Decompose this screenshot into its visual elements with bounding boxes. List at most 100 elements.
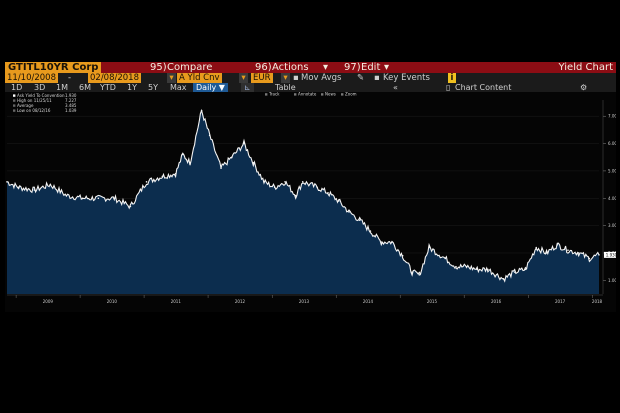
data-point (230, 156, 233, 159)
currency-select[interactable]: EUR (251, 73, 273, 83)
currency-dropdown-icon[interactable]: ▾ (281, 73, 290, 83)
chart-content-icon[interactable]: ▯ (446, 83, 451, 92)
data-point (577, 252, 580, 254)
data-point (358, 219, 361, 221)
data-point (545, 252, 548, 254)
data-point (6, 181, 8, 183)
frequency-select[interactable]: Daily ▼ (193, 83, 228, 92)
edit-menu[interactable]: Edit (361, 62, 381, 73)
data-point (81, 197, 84, 200)
x-tick-label: 2009 (43, 299, 54, 304)
data-point (243, 142, 245, 145)
period-1d[interactable]: 1D (11, 83, 23, 92)
pencil-icon[interactable]: ✎ (357, 73, 365, 83)
key-events-button[interactable]: Key Events (383, 73, 430, 83)
period-max[interactable]: Max (170, 83, 187, 92)
x-tick-label: 2014 (363, 299, 374, 304)
period-1m[interactable]: 1M (56, 83, 68, 92)
data-point (502, 278, 505, 280)
data-point (487, 268, 489, 271)
tool-checkbox-icon[interactable] (341, 93, 344, 96)
legend-label: Average (17, 103, 34, 108)
data-point (182, 153, 184, 156)
date-toolbar: 11/10/2008 - 02/08/2018 ▾ A Yld Cnv ▾ EU… (5, 73, 616, 83)
y-tick-label: 7.000 (608, 114, 616, 119)
data-point (337, 200, 340, 202)
legend-swatch (13, 99, 16, 102)
y-tick-label: 3.000 (608, 223, 616, 228)
actions-caret-icon[interactable]: ▾ (323, 62, 329, 73)
data-point (401, 254, 404, 257)
compare-number: 95) (150, 62, 167, 73)
field-select[interactable]: A Yld Cnv (177, 73, 222, 83)
x-tick-label: 2017 (555, 299, 566, 304)
data-point (161, 175, 164, 178)
collapse-chevron-icon[interactable]: « (393, 83, 398, 92)
tool-tab-track[interactable]: Track (268, 92, 280, 97)
data-point (273, 186, 276, 189)
key-events-info-icon[interactable]: i (448, 73, 456, 83)
period-1y[interactable]: 1Y (127, 83, 137, 92)
table-button[interactable]: Table (275, 83, 296, 92)
legend-swatch (13, 109, 16, 112)
actions-menu[interactable]: Actions (272, 62, 309, 73)
yield-area (7, 110, 599, 294)
x-tick-label: 2016 (491, 299, 502, 304)
tool-checkbox-icon[interactable] (321, 93, 324, 96)
last-value-box (604, 251, 616, 258)
data-point (418, 274, 421, 276)
period-3d[interactable]: 3D (34, 83, 46, 92)
chart-tools[interactable]: Track Annotate News Zoom (265, 92, 357, 97)
data-point (391, 241, 393, 243)
data-point (294, 194, 297, 197)
yield-chart[interactable]: 2009 2010 2011 2012 2013 2014 2015 2016 2017 2018… (5, 92, 616, 312)
data-point (252, 161, 255, 164)
period-6m[interactable]: 6M (79, 83, 91, 92)
data-point (556, 243, 559, 246)
mov-avgs-checkbox-icon[interactable]: ▪ (293, 73, 299, 83)
dropdown-caret-icon[interactable]: ▾ (167, 73, 176, 83)
edit-caret-icon[interactable]: ▾ (384, 62, 390, 73)
y-tick-label: 4.000 (608, 196, 616, 201)
data-point (189, 161, 191, 164)
header-bar: GTITL10YR Corp 95) Compare 96) Actions ▾… (5, 62, 616, 73)
legend-label: Ask Yield To Convention (17, 93, 65, 98)
chart-content-button[interactable]: Chart Content (455, 83, 512, 92)
legend: Ask Yield To Convention 1.930 High on 11/2… (13, 93, 77, 113)
legend-swatch (13, 94, 16, 97)
tool-tab-annotate[interactable]: Annotate (298, 92, 317, 97)
data-point (220, 167, 222, 169)
tool-tab-zoom[interactable]: Zoom (345, 92, 357, 97)
line-chart-icon[interactable]: ⊾ (241, 83, 254, 92)
data-point (476, 268, 478, 271)
data-point (428, 246, 430, 249)
legend-label: Low on 08/12/16 (17, 108, 51, 113)
field-dropdown-icon[interactable]: ▾ (239, 73, 248, 83)
ticker-field[interactable]: GTITL10YR Corp (5, 62, 102, 73)
key-events-checkbox-icon[interactable]: ▪ (374, 73, 380, 83)
data-point (348, 211, 350, 213)
x-tick-label: 2012 (235, 299, 246, 304)
data-point (33, 189, 36, 191)
tool-checkbox-icon[interactable] (294, 93, 297, 96)
date-separator: - (68, 73, 72, 83)
period-ytd[interactable]: YTD (100, 83, 116, 92)
start-date-input[interactable]: 11/10/2008 (5, 73, 58, 83)
data-point (535, 246, 538, 249)
data-point (455, 265, 457, 268)
data-point (588, 257, 591, 260)
chart-title: Yield Chart (558, 62, 613, 73)
period-5y[interactable]: 5Y (148, 83, 158, 92)
settings-gear-icon[interactable]: ⚙ (580, 83, 588, 92)
end-date-input[interactable]: 02/08/2018 (88, 73, 141, 83)
x-tick-label: 2018 (592, 299, 603, 304)
mov-avgs-button[interactable]: Mov Avgs (301, 73, 342, 83)
data-point (17, 186, 20, 189)
tool-checkbox-icon[interactable] (265, 93, 268, 96)
compare-button[interactable]: Compare (167, 62, 213, 73)
data-point (174, 172, 177, 175)
data-point (284, 181, 286, 183)
tool-tab-news[interactable]: News (325, 92, 336, 97)
data-point (411, 271, 413, 273)
data-point (369, 230, 372, 232)
